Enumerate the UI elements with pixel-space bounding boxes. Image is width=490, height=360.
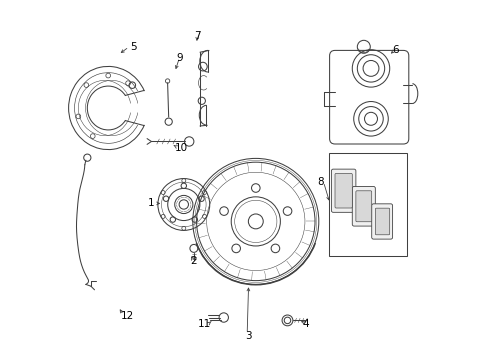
Text: 3: 3 (245, 330, 252, 341)
FancyBboxPatch shape (375, 208, 390, 235)
FancyBboxPatch shape (335, 174, 352, 208)
Text: 8: 8 (317, 177, 323, 187)
Text: 12: 12 (121, 311, 134, 321)
FancyBboxPatch shape (352, 186, 375, 226)
Text: 9: 9 (176, 53, 183, 63)
Text: 11: 11 (197, 319, 211, 329)
FancyBboxPatch shape (331, 169, 356, 212)
Text: 6: 6 (392, 45, 399, 55)
Text: 1: 1 (147, 198, 154, 208)
Text: 10: 10 (175, 143, 188, 153)
FancyBboxPatch shape (356, 191, 372, 222)
Text: 4: 4 (303, 319, 309, 329)
Text: 5: 5 (130, 42, 136, 52)
Text: 7: 7 (195, 31, 201, 41)
Bar (329, 153, 407, 256)
FancyBboxPatch shape (372, 204, 392, 239)
Text: 2: 2 (190, 256, 197, 266)
